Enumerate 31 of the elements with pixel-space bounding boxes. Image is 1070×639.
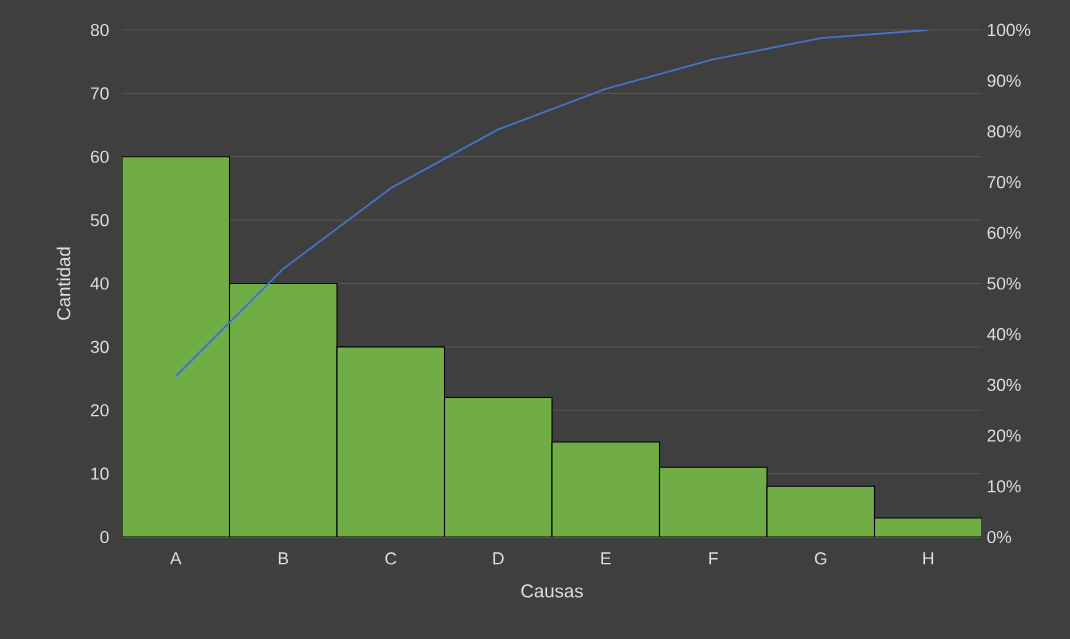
x-tick-label: D [493,552,504,565]
y-tick-label: 10 [91,467,109,480]
x-tick-label: A [170,552,182,565]
y-tick-label: 20 [90,404,109,417]
y2-tick-label: 20% [987,429,1021,442]
y2-tick-label: 60% [987,226,1021,239]
y2-tick-label: 10% [988,480,1021,493]
y-tick-label: 60 [90,150,109,163]
line-series [174,29,930,378]
y-tick-label: 70 [90,87,109,100]
x-tick-label: G [814,552,827,565]
x-tick-label: B [278,552,289,565]
y-axis-title: Cantidad [56,247,71,320]
y-tick-label: 30 [90,340,109,353]
y-tick-label: 80 [90,23,109,37]
y-tick-label: 50 [90,214,109,227]
y2-tick-label: 90% [987,74,1021,87]
x-axis-title: Causas [521,584,583,598]
y-tick-label: 0 [100,530,109,544]
y2-tick-label: 0% [987,530,1012,544]
x-tick-label: E [601,552,611,565]
y2-tick-label: 30% [987,378,1021,392]
y2-tick-label: 100% [988,23,1031,37]
y2-tick-label: 40% [987,328,1021,341]
x-tick-label: C [385,552,397,565]
x-tick-label: F [709,552,718,565]
y2-tick-label: 70% [987,175,1021,189]
y2-tick-label: 50% [987,277,1021,290]
y-tick-label: 40 [90,277,109,290]
y2-tick-label: 80% [987,125,1021,138]
x-tick-label: H [923,552,934,565]
